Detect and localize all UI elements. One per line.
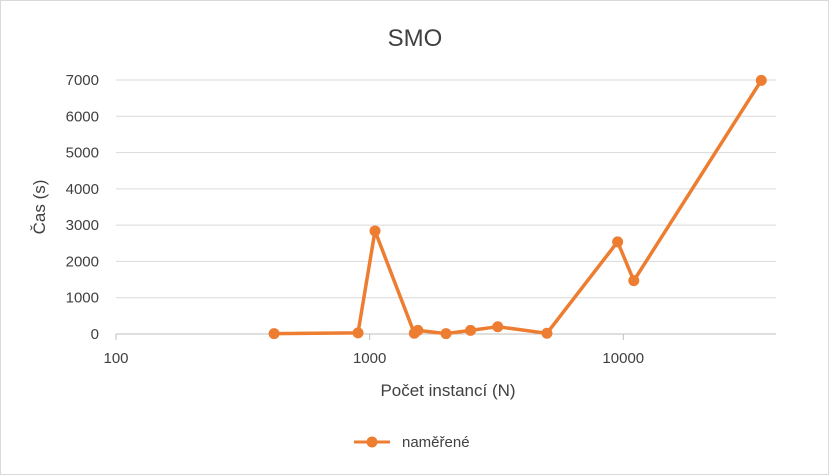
y-tick-label: 3000: [66, 217, 99, 234]
y-tick-label: 2000: [66, 253, 99, 270]
data-point: [465, 324, 477, 336]
data-point: [612, 236, 624, 248]
x-tick-labels: 100 1000 10000: [103, 334, 644, 367]
data-point: [755, 74, 767, 86]
data-point: [628, 275, 640, 287]
y-tick-labels: 0 1000 2000 3000 4000 5000 6000 7000: [66, 72, 99, 343]
data-point: [412, 324, 424, 336]
y-tick-label: 6000: [66, 108, 99, 125]
gridlines: [116, 79, 776, 335]
chart-title: SMO: [388, 25, 443, 52]
data-point: [492, 321, 504, 333]
x-tick-label: 10000: [602, 350, 644, 367]
legend-label: naměřené: [402, 434, 470, 451]
y-tick-label: 7000: [66, 72, 99, 89]
x-tick-label: 1000: [353, 350, 386, 367]
y-axis-label: Čas (s): [30, 180, 49, 235]
y-tick-label: 1000: [66, 290, 99, 307]
legend: naměřené: [354, 434, 470, 451]
data-point: [352, 327, 364, 339]
x-tick-label: 100: [103, 350, 128, 367]
data-point: [440, 328, 452, 340]
data-point: [268, 328, 280, 340]
data-point: [541, 327, 553, 339]
y-tick-label: 5000: [66, 145, 99, 162]
y-tick-label: 4000: [66, 181, 99, 198]
x-axis-label: Počet instancí (N): [380, 381, 515, 400]
series-line: [274, 79, 763, 336]
y-tick-label: 0: [91, 326, 99, 343]
legend-marker: [366, 436, 378, 448]
series-naměřené: [268, 74, 767, 340]
data-point: [369, 225, 381, 237]
